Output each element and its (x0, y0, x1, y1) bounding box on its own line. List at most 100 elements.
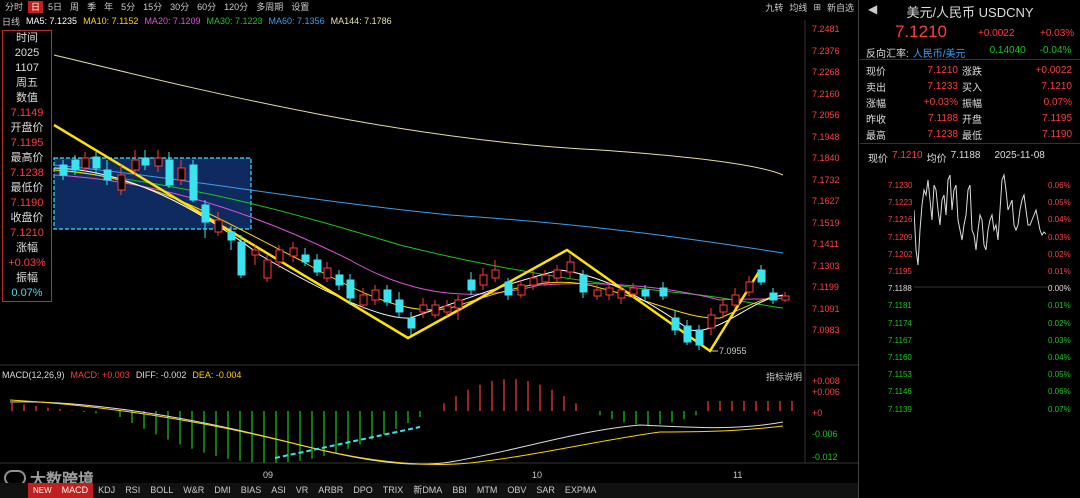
period-tab-2[interactable]: 5日 (48, 2, 63, 12)
period-tab-7[interactable]: 15分 (143, 2, 163, 12)
price-tick: 7.1199 (812, 282, 839, 292)
indicator-tab-vr[interactable]: VR (295, 485, 309, 495)
toolbar-tool-3[interactable]: 新自选 (826, 2, 854, 13)
candle-body (371, 289, 380, 301)
mini-price-tick: 7.1216 (888, 215, 913, 225)
period-tab-5[interactable]: 年 (104, 2, 114, 12)
indicator-tab-dmi[interactable]: DMI (214, 485, 231, 495)
indicator-tab-mtm[interactable]: MTM (476, 485, 498, 495)
indicator-tab-expma[interactable]: EXPMA (564, 485, 597, 495)
ma20-value: MA20: 7.1209 (144, 16, 201, 26)
price-tick: 7.1303 (812, 260, 840, 271)
indicator-tab-wr[interactable]: W&R (183, 485, 205, 495)
indicator-tab-dma[interactable]: 新DMA (413, 485, 443, 495)
candle-body (641, 289, 650, 297)
candle-body (593, 289, 602, 297)
period-tab-11[interactable]: 多周期 (256, 2, 284, 12)
period-tab-8[interactable]: 30分 (170, 2, 190, 12)
period-tab-6[interactable]: 5分 (121, 2, 136, 12)
mini-pct-tick: 0.04% (1048, 353, 1071, 362)
dea-value: DEA: -0.004 (192, 370, 242, 380)
indicator-tab-arbr[interactable]: ARBR (318, 485, 344, 495)
kline-chart[interactable] (0, 0, 858, 483)
candle-body (165, 159, 174, 186)
candle-body (117, 174, 126, 191)
indicator-tab-asi[interactable]: ASI (271, 485, 286, 495)
symbol-title: 美元/人民币 USDCNY (906, 5, 1034, 20)
close-value: 7.1210 (10, 227, 44, 239)
indicator-help-link[interactable]: 指标说明 (766, 372, 803, 382)
ma-label: 日线 (2, 16, 21, 27)
period-tab-9[interactable]: 60分 (197, 2, 217, 12)
mini-pct-tick: 0.03% (1048, 232, 1071, 242)
candle-body (757, 269, 766, 283)
quote-label: 昨收 (866, 114, 886, 126)
indicator-tab-rsi[interactable]: RSI (125, 485, 141, 495)
indicator-tabs: NEW MACD KDJ RSI BOLL W&R DMI BIAS ASI VR ARBR DPO… (0, 483, 858, 498)
candle-body (92, 156, 101, 169)
open-label: 开盘价 (10, 122, 44, 134)
toolbar-tool-2[interactable]: ⊞ (813, 1, 821, 12)
quote-label: 涨幅 (866, 98, 886, 110)
period-tab-1[interactable]: 日 (28, 1, 44, 13)
chg-value: +0.03% (8, 257, 46, 269)
candle-body (443, 305, 452, 313)
ma60-value: MA60: 7.1356 (268, 16, 325, 26)
price-change: +0.0022 (978, 28, 1015, 39)
indicator-tab-sar[interactable]: SAR (536, 485, 555, 495)
mini-price-tick: 7.1174 (888, 318, 912, 328)
quote-label: 开盘 (962, 114, 982, 126)
quote-label: 现价 (866, 66, 886, 78)
intraday-mini-chart[interactable] (914, 170, 1048, 410)
amp-label: 振幅 (16, 272, 38, 284)
period-tab-12[interactable]: 设置 (291, 2, 310, 12)
ma5-value: MA5: 7.1235 (26, 16, 78, 26)
period-tab-0[interactable]: 分时 (5, 2, 24, 12)
mini-price-tick: 7.1195 (888, 267, 912, 276)
candle-body (227, 231, 236, 241)
toolbar-tool-0[interactable]: 九转 (765, 2, 784, 13)
indicator-tab-bias[interactable]: BIAS (240, 485, 262, 495)
indicator-tab-dpo[interactable]: DPO (353, 485, 373, 495)
toolbar-tool-1[interactable]: 均线 (789, 2, 808, 13)
low-label: 最低价 (10, 182, 44, 194)
candle-body (719, 304, 728, 313)
weekday-value: 周五 (16, 77, 38, 89)
macd-tick: -0.006 (812, 429, 838, 439)
macd-tick: +0.006 (812, 387, 840, 397)
indicator-tab-kdj[interactable]: KDJ (98, 485, 116, 495)
candle-body (454, 299, 463, 309)
candle-body (467, 279, 476, 291)
period-tab-10[interactable]: 120分 (224, 2, 249, 12)
quote-value: 7.1238 (927, 128, 958, 140)
ma30-value: MA30: 7.1223 (206, 16, 263, 26)
quote-value: 7.1233 (927, 80, 958, 92)
candle-body (566, 261, 575, 273)
indicator-tab-obv[interactable]: OBV (507, 485, 527, 495)
candle-body (745, 281, 754, 293)
mini-price-tick: 7.1188 (888, 284, 912, 294)
macd-histogram (11, 379, 793, 463)
indicator-tab-boll[interactable]: BOLL (150, 485, 174, 495)
period-toolbar: 分时日 5日周季年 5分 15分 30分 60分 120分 多周期 设置 (0, 0, 858, 14)
candle-body (301, 254, 310, 263)
candle-body (407, 317, 416, 329)
mini-pct-tick: 0.06% (1048, 181, 1071, 190)
indicator-tab-trix[interactable]: TRIX (382, 485, 404, 495)
quote-value: 7.1195 (1042, 112, 1072, 124)
macd-value: MACD: +0.003 (70, 370, 130, 380)
period-tab-4[interactable]: 季 (87, 2, 97, 12)
candle-body (683, 325, 692, 343)
indicator-tab-macd[interactable]: MACD (56, 483, 94, 498)
candle-body (237, 241, 246, 276)
back-arrow-icon[interactable]: ◀ (868, 2, 878, 16)
indicator-tab-bbi[interactable]: BBI (452, 485, 467, 495)
candle-body (335, 274, 344, 286)
reverse-pair-link[interactable]: 人民币/美元 (912, 49, 966, 60)
period-tab-3[interactable]: 周 (70, 2, 80, 12)
mini-pct-tick: 0.02% (1048, 249, 1071, 259)
mini-price-tick: 7.1167 (888, 335, 912, 345)
high-label: 最高价 (10, 152, 44, 164)
low-value: 7.1190 (10, 197, 44, 209)
mini-price-tick: 7.1181 (888, 301, 912, 311)
